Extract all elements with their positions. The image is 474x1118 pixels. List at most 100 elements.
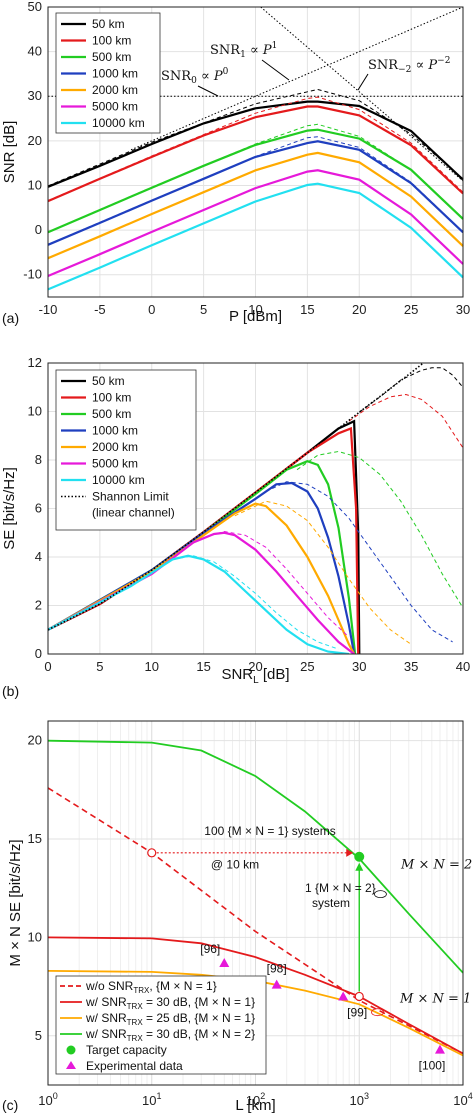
x-tick-label: -5	[94, 302, 106, 317]
x-tick-label: 15	[300, 302, 314, 317]
series-line	[47, 128, 464, 234]
series-line	[48, 554, 350, 654]
series-line	[47, 936, 464, 1055]
series-dashed-line	[265, 481, 453, 643]
plot-frame	[47, 362, 464, 655]
annotation-system: system	[312, 896, 350, 910]
y-tick-label: 30	[28, 88, 42, 103]
ref-label-98: [98]	[267, 962, 287, 976]
target-mn1-marker	[354, 991, 364, 1002]
y-tick-label: 8	[35, 452, 42, 467]
x-tick-label: 5	[200, 302, 207, 317]
y-tick-label: 5	[35, 1028, 42, 1043]
experimental-point	[219, 958, 230, 968]
plot-frame	[47, 6, 464, 298]
upgrade-arrowhead	[355, 862, 364, 871]
annotation-label: SNR0 ∝ P0	[161, 67, 229, 86]
x-tick-label: 30	[352, 659, 366, 674]
annotation-mn2: M × N = 2	[400, 858, 472, 873]
series-line	[47, 970, 464, 1057]
legend-label: 5000 km	[92, 457, 138, 471]
y-tick-label: 40	[28, 44, 42, 59]
annotation-arrow	[197, 85, 219, 97]
legend-box	[55, 975, 267, 1075]
x-tick-label: 10	[248, 302, 262, 317]
y-tick-label: 4	[35, 549, 42, 564]
legend-label: w/ SNRTRX = 30 dB, {M × N = 1}	[85, 995, 255, 1011]
legend-label: 50 km	[92, 374, 125, 388]
y-tick-label: 2	[35, 598, 42, 613]
series-line	[47, 100, 464, 188]
legend-label: 500 km	[92, 407, 131, 421]
legend-label: 1000 km	[92, 67, 138, 81]
y-axis-label: SNR [dB]	[1, 121, 18, 184]
x-axis-label: L [km]	[235, 1097, 275, 1114]
legend-label: Target capacity	[86, 1043, 167, 1057]
legend-label: 2000 km	[92, 83, 138, 97]
x-tick-label: 101	[142, 1091, 161, 1108]
y-tick-label: 50	[28, 0, 42, 14]
legend-label: 1000 km	[92, 424, 138, 438]
capacity-arrowhead	[346, 848, 354, 857]
x-tick-label: 102	[246, 1091, 265, 1108]
series-line	[47, 105, 464, 203]
x-tick-label: 5	[96, 659, 103, 674]
legend-label: 50 km	[92, 17, 125, 31]
panel-b-chart: 0 5 10 15 20 25 30 35 40 0 2 4 6 8 10 12 50 km 100 km 500 …	[1, 355, 470, 699]
y-tick-label: 20	[28, 133, 42, 148]
series-dashed-line	[47, 787, 464, 1055]
asymptote-p-2	[260, 6, 464, 182]
y-tick-label: 10	[28, 404, 42, 419]
y-tick-label: -10	[23, 267, 42, 282]
series-line	[47, 140, 464, 246]
x-tick-label: 104	[453, 1091, 472, 1108]
legend-label: (linear channel)	[92, 506, 175, 520]
legend-label: Experimental data	[86, 1059, 183, 1073]
legend-label: 5000 km	[92, 100, 138, 114]
legend-label: Shannon Limit	[92, 490, 169, 504]
x-tick-label: 103	[350, 1091, 369, 1108]
y-axis-label: M × N SE [bit/s/Hz]	[7, 839, 24, 966]
ref-label-96: [96]	[200, 942, 220, 956]
x-tick-label: 25	[300, 659, 314, 674]
y-tick-label: 10	[28, 929, 42, 944]
y-tick-label: 6	[35, 501, 42, 516]
y-tick-label: 10	[28, 177, 42, 192]
annotation-100-systems: 100 {M × N = 1} systems	[204, 824, 335, 838]
x-tick-label: 20	[248, 659, 262, 674]
legend-label: w/ SNRTRX = 30 dB, {M × N = 2}	[85, 1027, 255, 1043]
experimental-point	[271, 979, 282, 989]
panel-a-chart: -10 -5 0 5 10 15 20 25 30 -10 0 10 20 30 40 50 50 km 100 …	[1, 0, 470, 326]
series-dashed-line	[234, 500, 412, 645]
y-tick-label: 15	[28, 831, 42, 846]
panel-label-b: (b)	[2, 683, 19, 699]
series-line	[48, 531, 355, 654]
y-tick-label: 0	[35, 222, 42, 237]
x-tick-label: 40	[456, 659, 470, 674]
x-tick-label: 30	[456, 302, 470, 317]
annotation-1-system: 1 {M × N = 2}	[305, 881, 376, 895]
annotation-arrow	[357, 73, 369, 91]
series-line	[47, 182, 464, 291]
target-capacity-marker	[354, 851, 365, 862]
x-axis-label: P [dBm]	[229, 308, 282, 325]
legend-label: w/ SNRTRX = 25 dB, {M × N = 1}	[85, 1011, 255, 1027]
x-tick-label: 10	[145, 659, 159, 674]
plot-frame	[47, 720, 464, 1086]
panel-c-chart: 100 101 102 103 104 5 10 15 20 [96] [98] [99] [100] 1…	[2, 720, 473, 1114]
origin-marker-10km	[147, 848, 157, 858]
ref-label-99: [99]	[347, 1005, 367, 1019]
series-dashed-line	[348, 393, 463, 449]
y-tick-label: 0	[35, 646, 42, 661]
legend-experimental-marker	[66, 1061, 76, 1069]
legend-label: 2000 km	[92, 440, 138, 454]
series-dashed-line	[203, 530, 350, 638]
x-tick-label: 0	[44, 659, 51, 674]
legend-label: w/o SNRTRX, {M × N = 1}	[85, 979, 217, 995]
series-dashed-line	[47, 88, 464, 187]
series-group	[48, 363, 463, 654]
callout-ellipse	[374, 890, 387, 899]
annotation-label: SNR1 ∝ P1	[210, 41, 277, 60]
legend-label: 500 km	[92, 50, 131, 64]
annotation-at-10km: @ 10 km	[211, 858, 259, 872]
